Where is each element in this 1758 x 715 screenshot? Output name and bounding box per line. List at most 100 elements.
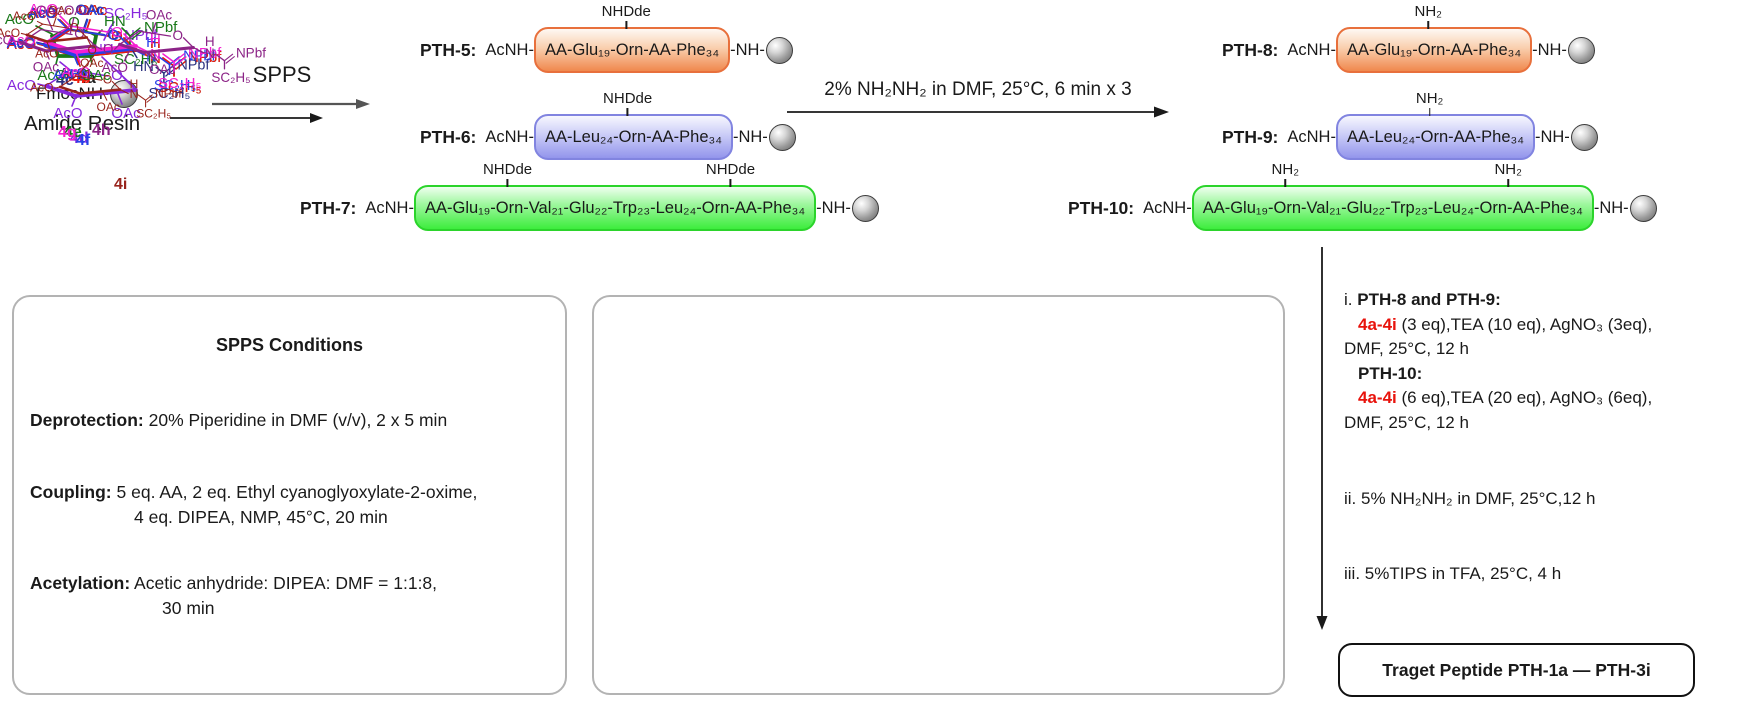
substituent-label: AcO — [7, 36, 36, 53]
coupling-line: Coupling: 5 eq. AA, 2 eq. Ethyl cyanogly… — [30, 482, 477, 503]
coupling-line2: 4 eq. DIPEA, NMP, 45°C, 20 min — [134, 507, 388, 527]
peptide-core-sequence: AA-Leu₂₄-Orn-AA-Phe₃₄ — [544, 127, 722, 146]
donor-4d: SC₂H₅ NPbf NH O AcO AcO OAc 4d — [0, 0, 200, 147]
resin-bead-icon — [765, 36, 793, 64]
peptide-nterm: AcNH- — [1287, 40, 1336, 59]
imine-label: NPbf — [177, 57, 210, 73]
donor-id: 4a — [78, 70, 96, 87]
glycosidic-oxygen-label: O — [103, 41, 114, 56]
ring-oxygen-label: O — [74, 26, 85, 41]
thioether-label: SC₂H₅ — [158, 79, 202, 96]
peptide-nterm: AcNH- — [365, 198, 414, 217]
bond-tick — [729, 179, 732, 187]
substituent-label: OAc — [80, 56, 103, 70]
donor-id: 4d — [70, 130, 89, 147]
hydrazinolysis-arrow — [787, 106, 1169, 118]
imine-label: NPbf — [155, 87, 182, 101]
substituent-label: AcO — [53, 105, 82, 122]
protecting-group-tag: NHDde — [483, 162, 532, 187]
peptide-capsule: NHDde AA-Leu₂₄-Orn-AA-Phe₃₄ — [533, 91, 733, 160]
tag-label: NH₂ — [1494, 161, 1522, 178]
substituent-label: AcO — [28, 5, 56, 21]
substituent-label: OAc — [78, 2, 108, 19]
substituent-label: OAc — [146, 8, 173, 23]
substituent-label: AcO — [29, 5, 58, 22]
bond-tick — [1507, 179, 1509, 187]
thioether-label: SC₂H₅ — [136, 107, 171, 121]
substituent-label: OAc — [64, 3, 91, 18]
peptide-cterm: -NH- — [732, 127, 768, 146]
peptide-row-pth7: PTH-7: AcNH- NHDde NHDde AA-Glu₁₉-Orn-Va… — [300, 162, 879, 231]
substituent-label: AcO — [37, 67, 66, 84]
donor-4i: OAc AcO AcO AcO O O OAc AcO OAc O H N NP… — [0, 0, 187, 193]
amine-tag: NH₂ — [1271, 161, 1300, 187]
thioether-label: SC₂H₅ — [114, 51, 158, 68]
imine-label: NPbf — [183, 49, 216, 65]
thioether-label: SC₂H₅ — [148, 86, 190, 102]
ring-oxygen-label: O — [108, 28, 119, 44]
step-i-peptides: PTH-8 and PTH-9: — [1357, 290, 1501, 309]
step-i-solvent: DMF, 25°C, 12 h — [1344, 339, 1469, 358]
amine-tag: NH₂ — [1494, 162, 1522, 187]
arrowhead-icon — [310, 113, 323, 123]
substituent-label: OAc — [75, 2, 103, 18]
nh-label: HN — [104, 13, 126, 30]
peptide-core-sequence: AA-Glu₁₉-Orn-Val₂₁-Glu₂₂-Trp₂₃-Leu₂₄-Orn… — [1202, 198, 1583, 217]
acetylation-label: Acetylation: — [30, 573, 131, 593]
panel-title: SPPS Conditions — [215, 335, 363, 355]
glycosidic-oxygen-label: O — [87, 43, 96, 57]
step-i-peptides2: PTH-10: — [1358, 363, 1423, 383]
donor-id: 4g — [58, 124, 77, 141]
donor-id: 4b — [72, 70, 91, 87]
ring-oxygen-label: O — [103, 73, 112, 87]
nh-label: H — [150, 35, 161, 52]
tag-label: NH₂ — [1271, 161, 1300, 178]
substituent-label: OAc — [48, 4, 71, 18]
donor-id: 4e — [64, 124, 82, 141]
substituent-label: OAc — [97, 100, 120, 114]
thioether-label: SC₂H₅ — [158, 75, 202, 92]
substituent-label: AcO — [0, 26, 20, 40]
step-i-solvent2: DMF, 25°C, 12 h — [1344, 412, 1469, 432]
glycosylation-step-ii: ii. 5% NH₂NH₂ in DMF, 25°C,12 h — [1344, 489, 1596, 508]
sugar-structure-icon: OAc OAc AcO OAc O O AcO OAc OAc O H N NP… — [0, 3, 266, 85]
arrowhead-icon — [1316, 616, 1328, 630]
bond-tick — [1428, 108, 1431, 116]
tag-label: NH₂ — [1415, 90, 1444, 107]
peptide-cterm: -NH- — [816, 198, 851, 217]
imine-label: NPbf — [188, 49, 222, 66]
peptide-id: PTH-10: — [1068, 197, 1135, 218]
peptide-capsule: NH₂ AA-Leu₂₄-Orn-AA-Phe₃₄ — [1335, 91, 1535, 160]
peptide-id: PTH-8: — [1222, 39, 1279, 60]
step-i-peptide2: PTH-10: — [1344, 362, 1652, 387]
peptide-cterm: -NH- — [1593, 198, 1629, 217]
peptide-nterm: AcNH- — [485, 40, 534, 59]
peptide-id: PTH-7: — [300, 197, 357, 218]
substituent-label: AcO — [29, 1, 58, 18]
target-peptide-label: Traget Peptide PTH-1a — PTH-3i — [1382, 659, 1651, 680]
substituent-label: AcO — [102, 60, 128, 75]
nh-label: N — [150, 46, 161, 63]
step-i-conditions2: 4a-4i (6 eq),TEA (20 eq), AgNO₃ (6eq), — [1344, 386, 1652, 411]
resin-bead-icon — [1629, 194, 1657, 222]
spps-arrow-label: SPPS — [252, 62, 312, 87]
peptide-row-pth9: PTH-9: AcNH- NH₂ AA-Leu₂₄-Orn-AA-Phe₃₄ -… — [1222, 91, 1598, 160]
peptide-cterm: -NH- — [730, 40, 765, 59]
donor-id: 4f — [76, 132, 91, 149]
peptide-capsule: NHDde AA-Glu₁₉-Orn-AA-Phe₃₄ — [533, 4, 731, 73]
step-i-conditions: 4a-4i (3 eq),TEA (10 eq), AgNO₃ (3eq), — [1344, 313, 1652, 338]
resin-bead-icon — [768, 123, 796, 151]
step-i-header: i. PTH-8 and PTH-9: — [1344, 288, 1652, 313]
substituent-label: OAc — [78, 2, 108, 19]
ring-oxygen-label: O — [69, 20, 78, 34]
bond-tick — [1284, 179, 1287, 187]
peptide-core-sequence: AA-Glu₁₉-Orn-AA-Phe₃₄ — [1346, 40, 1522, 59]
nh-label: N — [130, 87, 139, 101]
donor-id: 4h — [92, 122, 111, 139]
step-i-donors2: 4a-4i — [1358, 388, 1397, 407]
ring-oxygen-label: O — [107, 27, 118, 43]
ring-oxygen-label: O — [111, 24, 123, 41]
acetylation-line2: 30 min — [162, 598, 215, 618]
nh-label: HN — [133, 59, 154, 75]
